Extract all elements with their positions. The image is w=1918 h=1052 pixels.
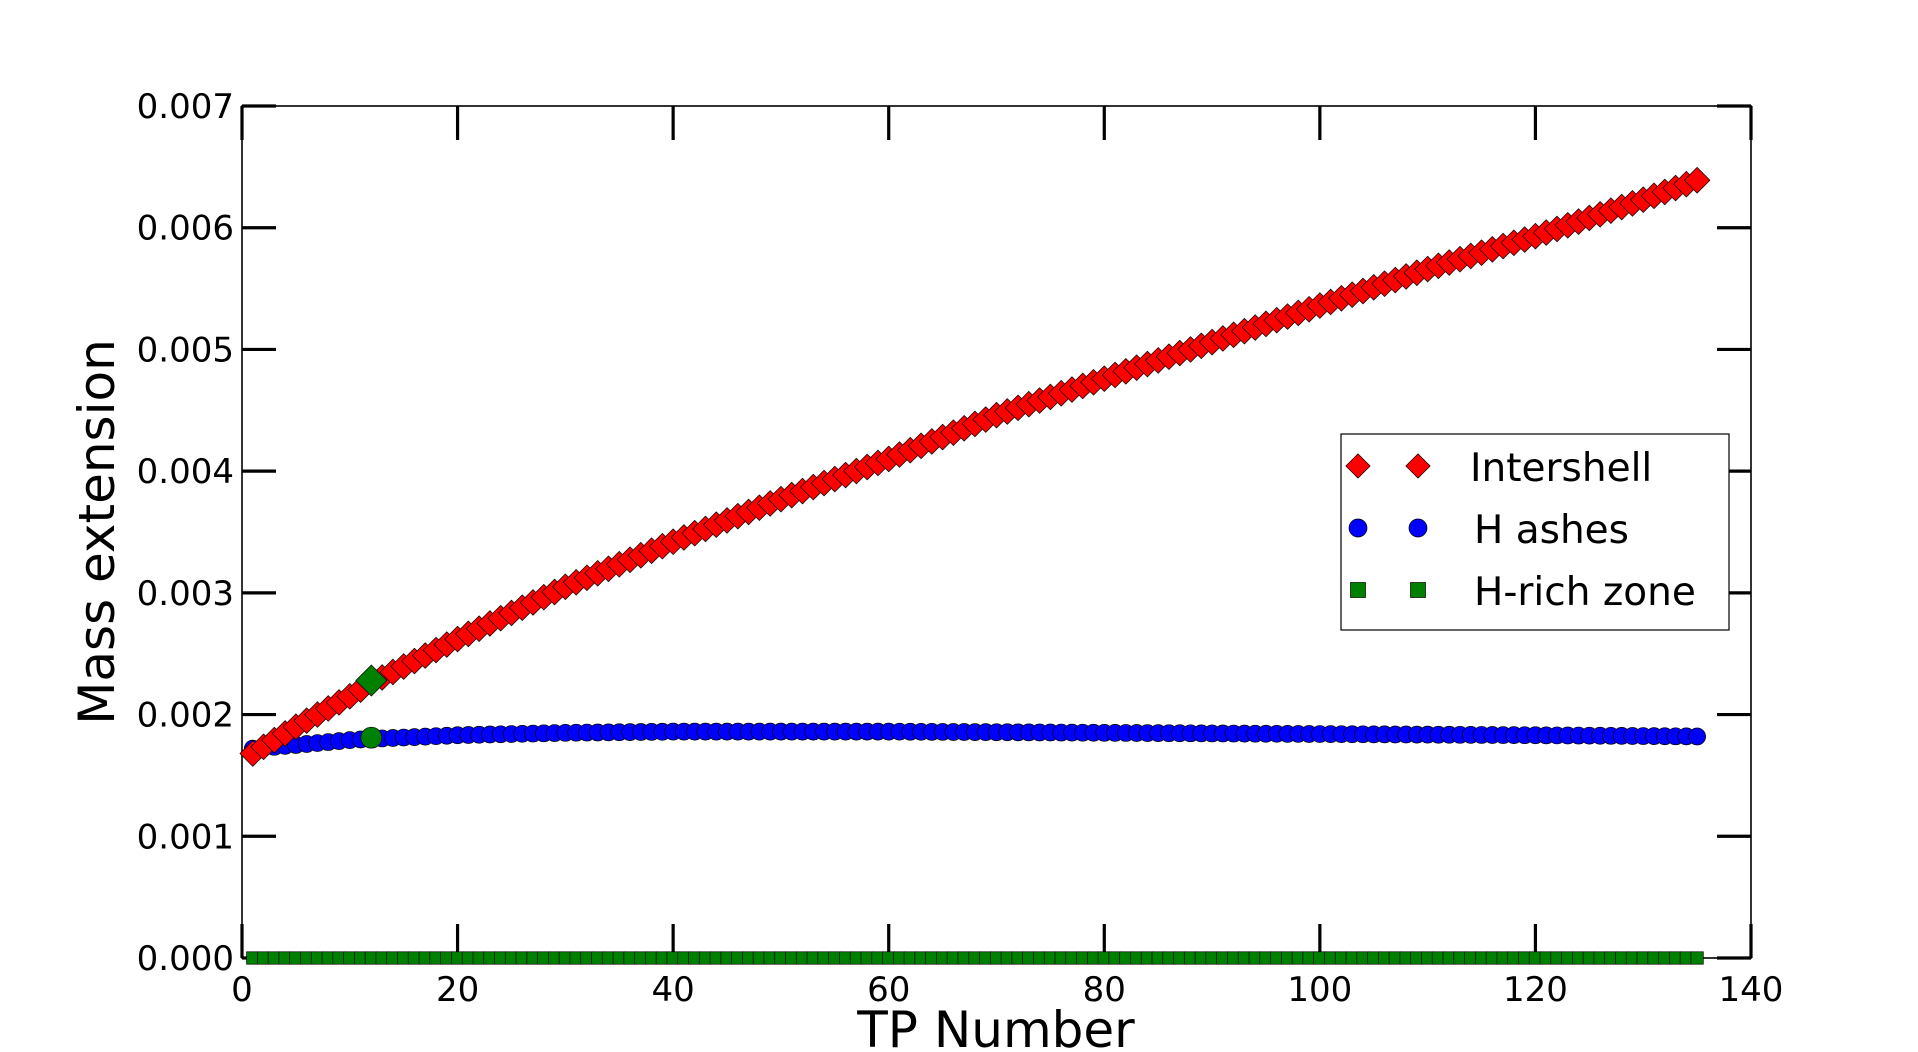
y-tick-label: 0.001 (137, 817, 234, 857)
x-tick-label: 80 (1083, 970, 1126, 1010)
y-tick-label: 0.007 (137, 87, 234, 127)
legend-marker (1408, 518, 1428, 538)
y-tick-label: 0.006 (137, 209, 234, 249)
x-tick-label: 20 (436, 970, 479, 1010)
series-h-rich-zone (246, 951, 1704, 965)
y-tick-label: 0.004 (137, 452, 234, 492)
x-axis-label: TP Number (856, 1001, 1135, 1052)
highlight-point (360, 726, 383, 749)
y-tick-label: 0.003 (137, 574, 234, 614)
legend-label-intershell: Intershell (1470, 446, 1652, 491)
legend-label-h-rich-zone: H-rich zone (1474, 570, 1696, 615)
legend-box (1340, 433, 1730, 631)
legend-marker (1350, 582, 1366, 598)
y-tick-label: 0.000 (137, 939, 234, 979)
y-axis-label: Mass extension (68, 339, 126, 725)
legend-label-h-ashes: H ashes (1474, 508, 1629, 553)
x-tick-label: 60 (867, 970, 910, 1010)
highlight-point (355, 664, 388, 697)
y-tick-label: 0.005 (137, 330, 234, 370)
tick-labels: 0 20 40 60 80 100 120 140 0.000 0.001 0.002 0.003 0.… (137, 87, 1784, 1010)
x-tick-label: 40 (652, 970, 695, 1010)
highlight-points (355, 664, 388, 749)
legend: Intershell H ashes H-rich zone (1340, 433, 1730, 631)
series-layer (239, 166, 1711, 965)
x-tick-label: 100 (1287, 970, 1352, 1010)
x-tick-label: 0 (231, 970, 253, 1010)
legend-marker (1345, 453, 1371, 479)
y-tick-label: 0.002 (137, 696, 234, 736)
x-tick-label: 120 (1503, 970, 1568, 1010)
series-intershell (239, 166, 1711, 767)
legend-marker (1348, 518, 1368, 538)
series-h-ashes (243, 722, 1706, 758)
legend-marker (1405, 453, 1431, 479)
legend-marker (1410, 582, 1426, 598)
legend-markers (1345, 453, 1431, 598)
x-tick-label: 140 (1719, 970, 1784, 1010)
data-point (1688, 727, 1706, 746)
data-point (1683, 166, 1711, 194)
data-point (1690, 951, 1704, 965)
